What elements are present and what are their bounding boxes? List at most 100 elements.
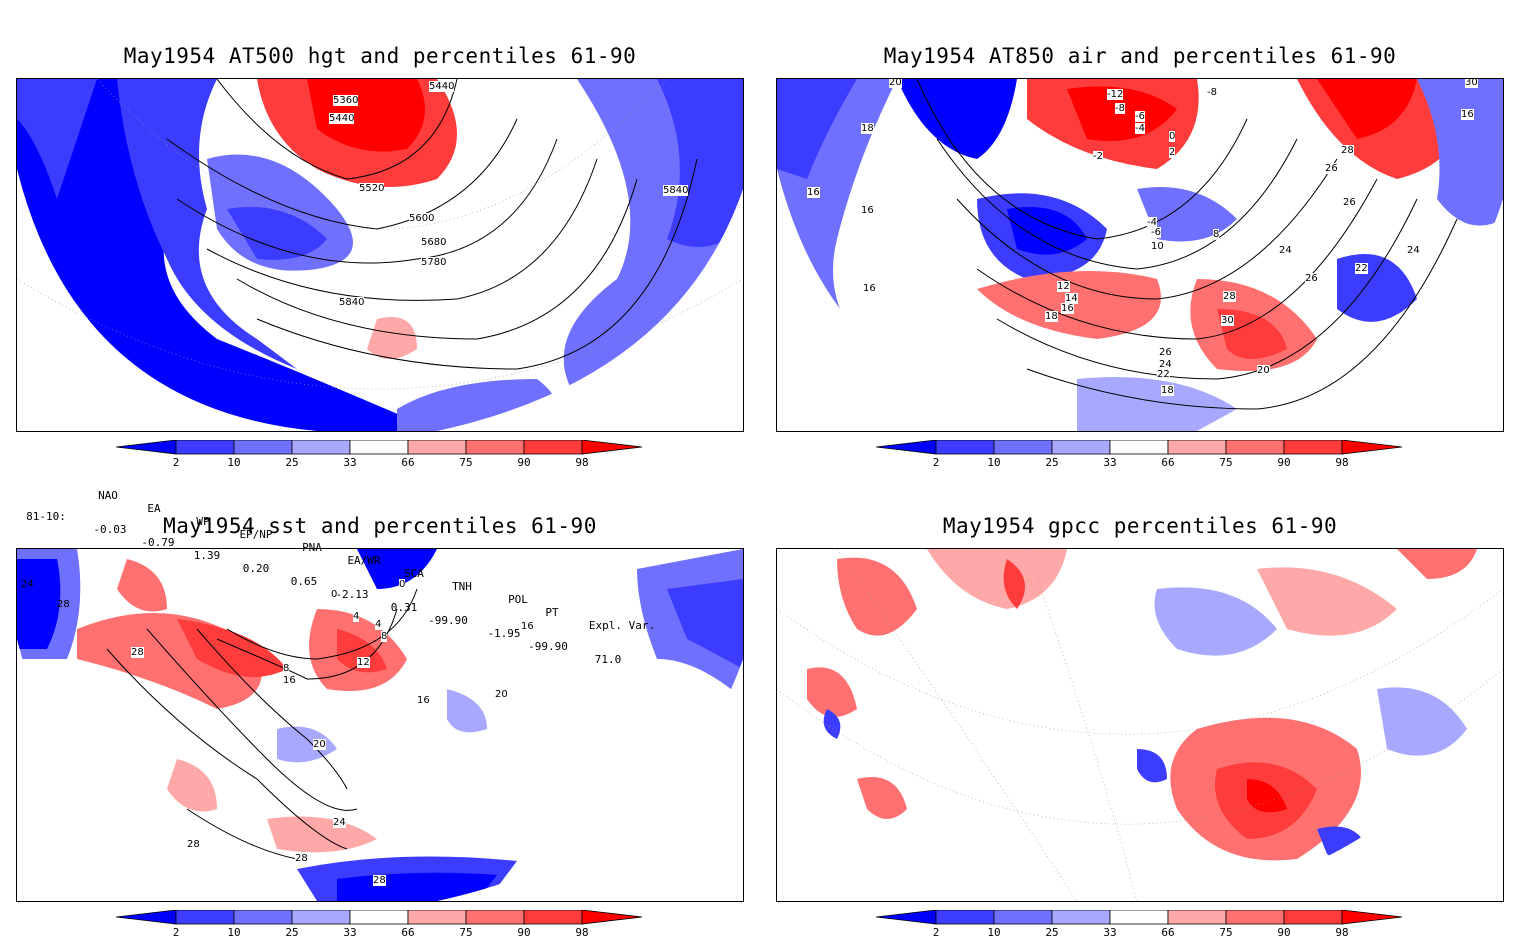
region-low-pct-west xyxy=(17,79,437,431)
colorbar-tick: 98 xyxy=(575,456,589,469)
colorbar-br: 2 10 25 33 66 75 90 98 xyxy=(875,909,1406,944)
panel-title-br: May1954 gpcc percentiles 61-90 xyxy=(942,514,1338,538)
index-value: 0.31 xyxy=(390,601,418,614)
contour-label: 5600 xyxy=(409,213,435,224)
map-tl-svg xyxy=(17,79,743,431)
contour-label: 20 xyxy=(495,689,508,700)
contour-label: 5680 xyxy=(421,237,447,248)
colorbar-segment xyxy=(993,909,1053,925)
contour-label: 12 xyxy=(1057,281,1070,292)
contour-label: 16 xyxy=(417,695,430,706)
contour-label: -6 xyxy=(1151,227,1161,238)
colorbar-segment xyxy=(1109,909,1169,925)
colorbar-segment xyxy=(935,909,995,925)
colorbar-segment xyxy=(175,439,235,455)
colorbar-arrow-high xyxy=(581,909,643,925)
colorbar-tick: 25 xyxy=(1045,926,1059,939)
contour-label: 28 xyxy=(1341,145,1354,156)
colorbar-tl-svg xyxy=(115,439,643,455)
colorbar-arrow-low xyxy=(115,439,177,455)
contour-label: 5840 xyxy=(339,297,365,308)
contour-label: 4 xyxy=(353,611,360,622)
panel-title-tl: May1954 AT500 hgt and percentiles 61-90 xyxy=(123,44,637,68)
index-value: 71.0 xyxy=(594,653,622,666)
contour-label: 5440 xyxy=(429,81,455,92)
map-tr-svg xyxy=(777,79,1503,431)
colorbar-arrow-low xyxy=(875,439,937,455)
contour-label: 26 xyxy=(1343,197,1356,208)
index-header: PNA xyxy=(302,541,322,554)
colorbar-segment xyxy=(349,909,409,925)
index-value: -99.90 xyxy=(528,640,568,653)
index-value: -0.79 xyxy=(141,536,175,549)
index-header: Expl. Var. xyxy=(588,619,656,632)
indices-value-row: 81-10: -0.03 -0.79 1.39 0.20 0.65 -2.13 … xyxy=(0,497,760,666)
colorbar-tick: 10 xyxy=(987,926,1001,939)
colorbar-tick: 10 xyxy=(227,926,241,939)
contour-label: -8 xyxy=(1115,103,1125,114)
contour-label: 24 xyxy=(21,579,34,590)
colorbar-tick: 75 xyxy=(1219,456,1233,469)
index-header: POL xyxy=(508,593,528,606)
map-bl-sst: 24 28 28 0 0 4 4 8 8 12 16 16 16 20 20 2… xyxy=(16,548,744,902)
contour-label: 28 xyxy=(1223,291,1236,302)
contour-label: -12 xyxy=(1107,89,1124,100)
colorbar-segment xyxy=(1051,909,1111,925)
contour-label: 0 xyxy=(331,589,338,600)
colorbar-tick: 33 xyxy=(343,926,357,939)
colorbar-segment xyxy=(465,439,525,455)
contour-label: 28 xyxy=(57,599,70,610)
colorbar-bl: 2 10 25 33 66 75 90 98 xyxy=(115,909,646,944)
index-header: EP/NP xyxy=(239,528,273,541)
contour-label: 24 xyxy=(1159,359,1172,370)
index-value: 1.39 xyxy=(193,549,221,562)
colorbar-tick: 98 xyxy=(1335,926,1349,939)
contour-label: 16 xyxy=(283,675,296,686)
panel-title-tr: May1954 AT850 air and percentiles 61-90 xyxy=(883,44,1397,68)
contour-label: 16 xyxy=(863,283,876,294)
contour-label: 16 xyxy=(1061,303,1074,314)
colorbar-tick: 2 xyxy=(932,456,940,469)
colorbar-tick: 10 xyxy=(227,456,241,469)
map-br-gpcc xyxy=(776,548,1504,902)
contour-label: 16 xyxy=(861,205,874,216)
index-header: SCA xyxy=(404,567,424,580)
colorbar-segment xyxy=(1283,909,1343,925)
colorbar-segment xyxy=(523,909,583,925)
colorbar-segment xyxy=(175,909,235,925)
index-value: -99.90 xyxy=(428,614,468,627)
colorbar-arrow-high xyxy=(1341,439,1403,455)
contour-label: 5360 xyxy=(333,95,359,106)
contour-label: 22 xyxy=(1157,369,1170,380)
colorbar-tick: 25 xyxy=(1045,456,1059,469)
colorbar-segment xyxy=(407,439,467,455)
colorbar-arrow-low xyxy=(875,909,937,925)
contour-label: 28 xyxy=(187,839,200,850)
contour-label: 16 xyxy=(1461,109,1474,120)
colorbar-tick: 66 xyxy=(1161,926,1175,939)
colorbar-tick: 98 xyxy=(575,926,589,939)
colorbar-segment xyxy=(993,439,1053,455)
index-header: NAO xyxy=(98,489,118,502)
contour-label: 20 xyxy=(889,78,902,88)
index-value: -1.95 xyxy=(487,627,521,640)
colorbar-arrow-high xyxy=(581,439,643,455)
colorbar-segment xyxy=(1109,439,1169,455)
colorbar-tick: 66 xyxy=(1161,456,1175,469)
contour-label: 8 xyxy=(283,663,290,674)
contour-label: 5780 xyxy=(421,257,447,268)
contour-label: 20 xyxy=(1257,365,1270,376)
colorbar-tick: 25 xyxy=(285,926,299,939)
map-tl-hgt500: 5360 5440 5440 5520 5600 5680 5780 5840 … xyxy=(16,78,744,432)
contour-label: 4 xyxy=(375,619,382,630)
map-tr-air850: 20 -12 -8 -8 -6 -4 -2 2 0 30 28 26 18 16… xyxy=(776,78,1504,432)
contour-label: 24 xyxy=(1407,245,1420,256)
colorbar-segment xyxy=(1051,439,1111,455)
colorbar-tl: 2 10 25 33 66 75 90 98 xyxy=(115,439,646,474)
contour-label: 5440 xyxy=(329,113,355,124)
contour-label: 16 xyxy=(521,621,534,632)
colorbar-tick: 90 xyxy=(1277,926,1291,939)
colorbar-segment xyxy=(1225,439,1285,455)
colorbar-segment xyxy=(407,909,467,925)
colorbar-tick: 25 xyxy=(285,456,299,469)
